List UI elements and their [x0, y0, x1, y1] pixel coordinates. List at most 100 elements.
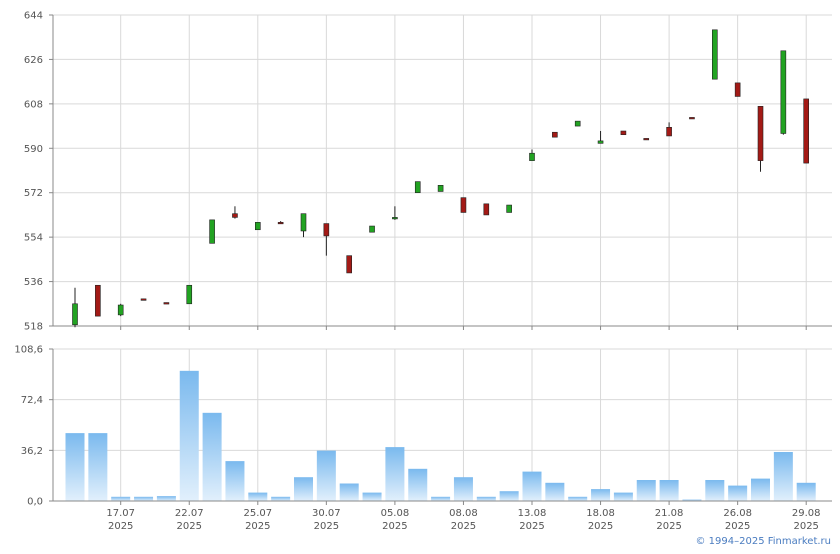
- candle-body-up: [437, 185, 444, 192]
- volume-bar: [431, 496, 451, 501]
- candle-body-up: [506, 204, 512, 213]
- volume-bar: [316, 450, 336, 501]
- volume-bar: [568, 496, 588, 501]
- volume-bar: [362, 492, 382, 501]
- price-panel: 518 536 554 572 590 608 626 644: [24, 11, 832, 333]
- price-tick-label: 608: [24, 99, 43, 110]
- volume-bar: [225, 461, 245, 501]
- candle-body-down: [277, 222, 284, 225]
- volume-bar: [636, 480, 656, 501]
- price-tick-label: 572: [24, 188, 43, 199]
- candle-body-down: [666, 127, 672, 137]
- price-tick-label: 536: [24, 277, 43, 288]
- volume-bar: [728, 485, 748, 501]
- x-tick-year: 2025: [245, 521, 270, 532]
- candle-body-down: [757, 106, 764, 161]
- volume-tick-label: 72,4: [21, 395, 43, 406]
- x-tick-date: 30.07: [312, 508, 341, 519]
- price-tick-label: 644: [24, 11, 43, 22]
- volume-tick-label: 108,6: [14, 345, 43, 356]
- candle-body-down: [163, 302, 170, 305]
- volume-bar: [156, 496, 176, 501]
- candle-body-up: [209, 219, 215, 244]
- volume-panel: 0,0 36,2 72,4 108,6 17.07 2025 22.07 2025 25.07 2…: [14, 345, 832, 532]
- x-tick-year: 2025: [656, 521, 681, 532]
- candle-body-up: [369, 225, 375, 233]
- volume-bar: [179, 370, 199, 501]
- volume-bar: [522, 471, 542, 501]
- candle-body-up: [711, 29, 718, 80]
- x-tick-year: 2025: [177, 521, 202, 532]
- candle-body-up: [72, 303, 78, 326]
- price-tick-label: 554: [24, 233, 43, 244]
- candle-body-down: [734, 82, 741, 97]
- candle-body-down: [552, 131, 558, 138]
- candle-body-up: [300, 213, 307, 232]
- volume-bar: [271, 496, 291, 501]
- x-tick-date: 05.08: [381, 508, 410, 519]
- price-tick-label: 590: [24, 144, 43, 155]
- volume-bar: [88, 433, 108, 501]
- candle-body-down: [460, 197, 467, 213]
- volume-bar: [339, 483, 359, 501]
- volume-bar: [248, 492, 268, 501]
- volume-bar: [134, 496, 154, 501]
- candle-body-down: [483, 203, 490, 216]
- candle-body-down: [803, 98, 810, 164]
- x-tick-date: 25.07: [243, 508, 272, 519]
- candle-body-up: [529, 152, 535, 161]
- candle-body-down: [323, 223, 330, 237]
- price-tick-label: 518: [24, 322, 43, 333]
- volume-bar: [294, 477, 313, 501]
- candle-body-down: [232, 213, 238, 218]
- x-tick-date: 26.08: [723, 508, 752, 519]
- volume-bar: [476, 496, 496, 501]
- volume-bar: [453, 477, 473, 501]
- candle-body-down: [643, 138, 650, 141]
- x-tick-date: 21.08: [655, 508, 684, 519]
- copyright-text: © 1994–2025 Finmarket.ru: [695, 536, 831, 547]
- x-tick-year: 2025: [588, 521, 613, 532]
- volume-bar: [202, 412, 222, 501]
- candle-body-up: [574, 120, 581, 127]
- volume-bar: [705, 480, 725, 501]
- candle-body-up: [255, 222, 261, 231]
- price-tick-label: 626: [24, 55, 43, 66]
- x-tick-date: 18.08: [586, 508, 615, 519]
- x-tick-year: 2025: [519, 521, 544, 532]
- volume-bar: [591, 489, 611, 501]
- volume-bar: [385, 447, 405, 501]
- x-tick-date: 13.08: [518, 508, 547, 519]
- volume-tick-label: 0,0: [27, 497, 43, 508]
- candle-body-down: [346, 255, 353, 274]
- volume-bar: [613, 492, 633, 501]
- candle-body-up: [186, 284, 193, 305]
- volume-bar: [796, 482, 816, 501]
- volume-bar: [751, 478, 770, 501]
- volume-bar: [545, 482, 565, 501]
- candle-body-up: [780, 50, 787, 134]
- x-tick-year: 2025: [451, 521, 476, 532]
- x-tick-year: 2025: [108, 521, 133, 532]
- volume-bar: [659, 480, 679, 501]
- volume-bar: [65, 433, 85, 501]
- candle-body-up: [117, 304, 124, 316]
- volume-bar: [499, 491, 519, 501]
- candle-body-up: [392, 217, 398, 220]
- candle-body-up: [414, 181, 421, 194]
- x-tick-date: 08.08: [449, 508, 478, 519]
- x-tick-year: 2025: [382, 521, 407, 532]
- volume-bar: [682, 499, 702, 501]
- volume-tick-label: 36,2: [21, 446, 43, 457]
- candle-body-down: [689, 117, 695, 120]
- volume-bar: [408, 468, 428, 501]
- candle-body-down: [620, 130, 627, 136]
- x-tick-year: 2025: [314, 521, 339, 532]
- x-tick-year: 2025: [725, 521, 750, 532]
- x-tick-year: 2025: [793, 521, 818, 532]
- candle-body-down: [140, 298, 147, 301]
- candle-body-up: [597, 140, 604, 144]
- x-tick-date: 29.08: [792, 508, 821, 519]
